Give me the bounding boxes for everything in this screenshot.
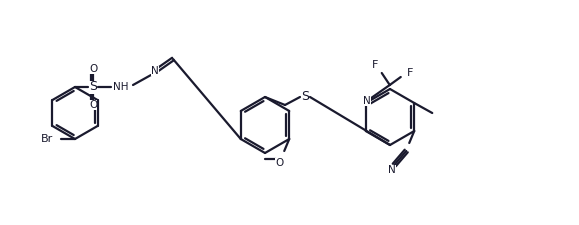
Text: O: O	[89, 100, 97, 110]
Text: S: S	[89, 81, 97, 94]
Text: N: N	[363, 96, 371, 106]
Text: N: N	[151, 66, 159, 76]
Text: F: F	[406, 68, 413, 78]
Text: NH: NH	[113, 82, 129, 92]
Text: F: F	[372, 60, 378, 70]
Text: S: S	[301, 90, 309, 104]
Text: O: O	[275, 158, 283, 168]
Text: O: O	[89, 64, 97, 74]
Text: N: N	[389, 165, 396, 175]
Text: Br: Br	[41, 134, 53, 144]
